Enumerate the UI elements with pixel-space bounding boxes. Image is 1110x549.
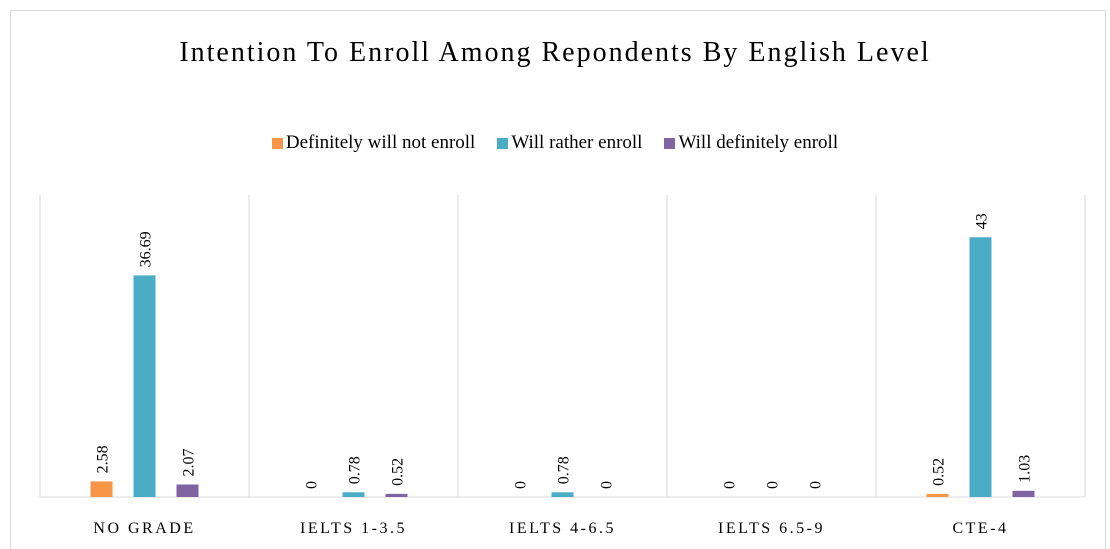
data-label: 1.03 xyxy=(1017,455,1034,483)
legend: Definitely will not enroll Will rather en… xyxy=(0,132,1110,154)
x-tick-label: NO GRADE xyxy=(93,520,195,537)
data-label: 0.52 xyxy=(931,458,948,486)
legend-item: Will definitely enroll xyxy=(664,132,838,154)
data-label: 0 xyxy=(765,481,782,489)
legend-swatch xyxy=(664,137,676,149)
legend-item: Will rather enroll xyxy=(497,132,642,154)
bar xyxy=(385,493,408,497)
data-label: 0.78 xyxy=(347,456,364,484)
bar xyxy=(926,493,949,497)
bar xyxy=(342,492,365,497)
legend-label: Will rather enroll xyxy=(511,132,643,153)
data-label: 43 xyxy=(974,213,991,229)
legend-label: Will definitely enroll xyxy=(678,132,839,153)
bar xyxy=(1012,490,1035,497)
data-label: 0.78 xyxy=(556,456,573,484)
data-label: 0 xyxy=(722,481,739,489)
x-tick-label: IELTS 6.5-9 xyxy=(718,520,825,537)
data-label: 0 xyxy=(808,481,825,489)
bar xyxy=(551,492,574,497)
data-label: 0 xyxy=(513,481,530,489)
legend-label: Definitely will not enroll xyxy=(285,132,476,153)
x-tick-label: IELTS 1-3.5 xyxy=(300,520,407,537)
bar xyxy=(133,275,156,497)
legend-swatch xyxy=(497,137,509,149)
data-label: 36.69 xyxy=(138,231,155,267)
bar xyxy=(176,484,199,497)
legend-swatch xyxy=(271,137,283,149)
chart-frame xyxy=(10,10,1106,549)
data-label: 2.07 xyxy=(181,448,198,476)
data-label: 0.52 xyxy=(390,458,407,486)
data-label: 0 xyxy=(304,481,321,489)
legend-item: Definitely will not enroll xyxy=(271,132,476,154)
x-tick-label: CTE-4 xyxy=(952,520,1008,537)
data-label: 2.58 xyxy=(95,445,112,473)
data-label: 0 xyxy=(599,481,616,489)
chart-title: Intention To Enroll Among Repondents By … xyxy=(179,37,931,68)
bar xyxy=(90,481,113,497)
x-tick-label: IELTS 4-6.5 xyxy=(509,520,616,537)
bar xyxy=(969,237,992,497)
